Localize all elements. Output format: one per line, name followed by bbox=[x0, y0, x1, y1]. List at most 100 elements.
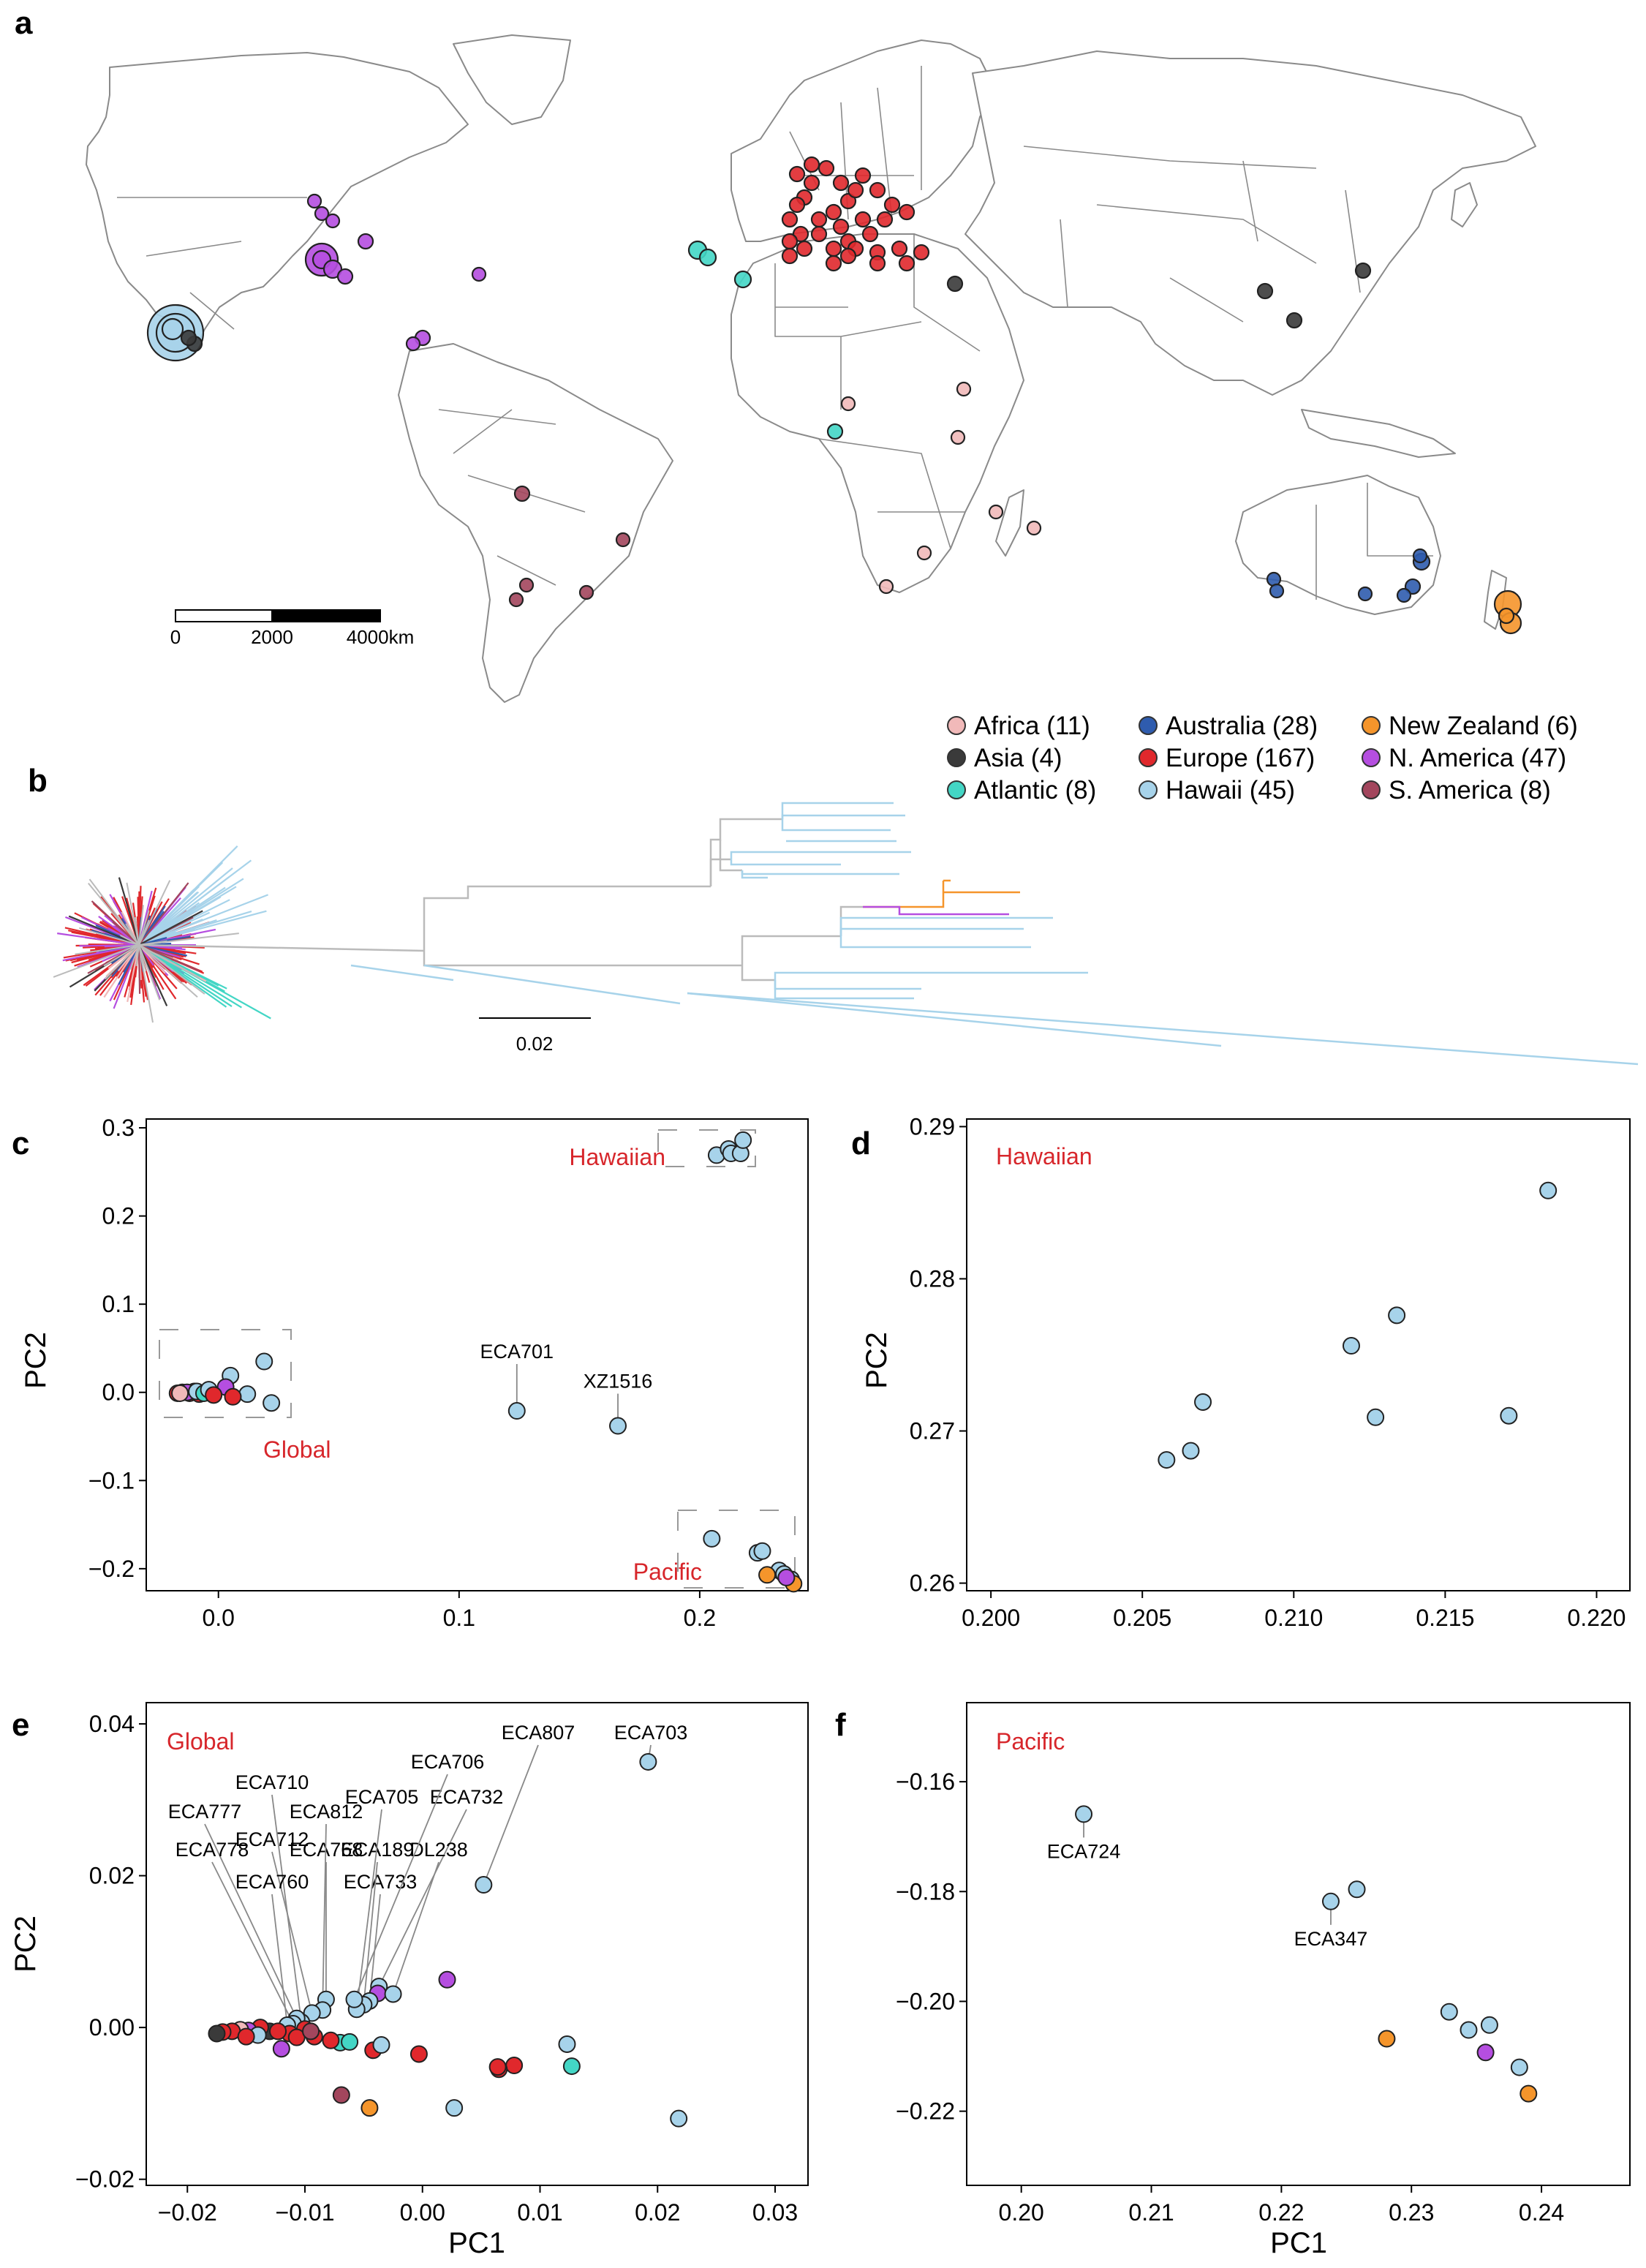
scatter-point-africa bbox=[171, 1384, 189, 1402]
x-tick-label: 0.200 bbox=[962, 1605, 1020, 1631]
point-label-eca778: ECA778 bbox=[175, 1839, 249, 1861]
scatter-point-europe bbox=[322, 2031, 340, 2049]
region-box bbox=[657, 1129, 756, 1167]
tree-branch-asia bbox=[137, 944, 168, 1006]
point-label-leader bbox=[363, 1861, 378, 2005]
legend-item-asia: Asia (4) bbox=[947, 744, 1062, 772]
scatter-point-europe bbox=[505, 2057, 524, 2075]
map-point-europe bbox=[869, 181, 886, 199]
scatter-point-europe bbox=[224, 1387, 242, 1406]
map-point-europe bbox=[810, 225, 828, 243]
tree-branch-internal bbox=[138, 944, 154, 1023]
map-point-africa bbox=[1026, 520, 1042, 536]
tree-branch-asia bbox=[68, 915, 140, 946]
scatter-point-hawaii bbox=[753, 1542, 771, 1560]
scatter-point-new-zealand bbox=[1378, 2030, 1396, 2048]
point-label-eca724: ECA724 bbox=[1047, 1840, 1121, 1862]
x-tick-label: −0.02 bbox=[158, 2199, 217, 2226]
x-tick-label: 0.21 bbox=[1128, 2199, 1174, 2226]
legend-item-n-america: N. America (47) bbox=[1362, 744, 1566, 772]
tree-branch-internal bbox=[138, 880, 171, 946]
x-tick-label: 0.0 bbox=[202, 1605, 234, 1631]
plot-frame-d bbox=[966, 1118, 1631, 1591]
map-point-n-america bbox=[314, 206, 330, 222]
map-point-atlantic bbox=[733, 270, 752, 289]
legend-item-s-america: S. America (8) bbox=[1362, 776, 1551, 805]
x-tick-label: 0.215 bbox=[1416, 1605, 1474, 1631]
phylogenetic-tree bbox=[53, 802, 1639, 1066]
legend-swatch-africa bbox=[947, 716, 966, 735]
map-point-europe bbox=[825, 255, 842, 272]
region-label-global: Global bbox=[167, 1728, 235, 1755]
y-tick-label: 0.1 bbox=[102, 1291, 135, 1317]
tree-branch-hawaiian-clade bbox=[687, 992, 1222, 1047]
map-point-n-america bbox=[325, 213, 341, 229]
tree-branch-s-america bbox=[138, 943, 174, 958]
scatter-panel-c: 0.0 0.1 0.2 −0.2 −0.1 0.0 0.1 0.2 0.3 PC2 Hawaiian… bbox=[20, 1115, 809, 1631]
tree-branch-internal bbox=[138, 944, 198, 998]
legend-label-australia: Australia (28) bbox=[1166, 712, 1318, 740]
tree-branch-hawaiian-clade bbox=[863, 905, 1009, 916]
scatter-point-new-zealand bbox=[360, 2099, 379, 2117]
tree-branch-hawaiian-clade bbox=[781, 802, 894, 819]
tree-branch-hawaiian-clade bbox=[423, 964, 681, 1005]
region-label-hawaiian: Hawaiian bbox=[996, 1143, 1092, 1169]
map-point-s-america bbox=[518, 577, 535, 593]
map-point-s-america bbox=[508, 592, 524, 608]
map-point-europe bbox=[803, 174, 820, 192]
map-point-asia bbox=[1354, 262, 1372, 279]
tree-scale-bar: 0.02 bbox=[479, 1017, 591, 1055]
map-point-europe bbox=[883, 196, 901, 214]
map-point-europe bbox=[825, 203, 842, 221]
panel-letter-c: c bbox=[12, 1126, 29, 1161]
map-point-europe bbox=[825, 240, 842, 257]
x-tick-label: 0.23 bbox=[1389, 2199, 1434, 2226]
tree-branch-internal bbox=[138, 944, 172, 964]
tree-branch-hawaiian-clade bbox=[730, 851, 911, 859]
point-label-dl238: DL238 bbox=[409, 1839, 468, 1861]
plot-frame-f bbox=[966, 1702, 1631, 2186]
scatter-point-hawaii bbox=[1348, 1880, 1366, 1899]
tree-branch-hawaiian-clade bbox=[709, 858, 731, 886]
x-tick-label: 0.220 bbox=[1567, 1605, 1626, 1631]
scatter-point-hawaii bbox=[734, 1131, 752, 1149]
scatter-point-hawaii bbox=[1440, 2003, 1458, 2021]
map-point-n-america bbox=[471, 266, 487, 282]
tree-branch-n-america bbox=[98, 916, 140, 946]
tree-branch-hawaiian-clade bbox=[839, 905, 863, 936]
map-point-s-america bbox=[578, 584, 594, 600]
legend-label-new-zealand: New Zealand (6) bbox=[1389, 712, 1578, 740]
point-label-leader bbox=[392, 1861, 439, 1994]
map-point-europe bbox=[898, 203, 916, 221]
tree-branch-asia bbox=[118, 877, 140, 946]
scatter-point-hawaii bbox=[372, 2036, 390, 2054]
tree-branch-australia bbox=[138, 943, 188, 957]
tree-branch-hawaiian-clade bbox=[774, 980, 921, 990]
scatter-point-hawaii bbox=[1510, 2058, 1528, 2076]
legend-item-africa: Africa (11) bbox=[947, 712, 1090, 740]
scatter-point-hawaii bbox=[255, 1352, 273, 1371]
scatter-point-hawaii bbox=[639, 1752, 657, 1771]
point-label-eca807: ECA807 bbox=[502, 1722, 575, 1744]
y-tick-label: −0.02 bbox=[75, 2166, 135, 2193]
plot-frame-c bbox=[146, 1118, 809, 1591]
x-tick-label: 0.22 bbox=[1258, 2199, 1304, 2226]
tree-branch-hawaiian-clade bbox=[839, 936, 1031, 949]
scatter-point-hawaii bbox=[1321, 1892, 1340, 1910]
map-point-europe bbox=[803, 156, 820, 173]
point-label-eca777: ECA777 bbox=[168, 1801, 242, 1823]
scatter-panel-d: 0.200 0.205 0.210 0.215 0.220 0.26 0.27 0.28 0.2… bbox=[861, 1113, 1631, 1631]
scatter-point-europe bbox=[205, 1386, 223, 1404]
tree-branch-hawaii bbox=[138, 894, 268, 946]
map-point-europe bbox=[861, 225, 879, 243]
point-label-leader bbox=[271, 1894, 288, 2026]
y-tick-label: −0.16 bbox=[896, 1768, 955, 1795]
tree-branch-internal bbox=[79, 927, 140, 946]
panel-letter-d: d bbox=[851, 1126, 871, 1161]
map-point-australia bbox=[1357, 586, 1373, 602]
legend-label-s-america: S. America (8) bbox=[1389, 776, 1551, 805]
region-box bbox=[159, 1329, 292, 1418]
y-tick-label: 0.04 bbox=[89, 1711, 135, 1737]
tree-branch-hawaiian-clade bbox=[781, 814, 905, 819]
legend-item-europe: Europe (167) bbox=[1139, 744, 1315, 772]
